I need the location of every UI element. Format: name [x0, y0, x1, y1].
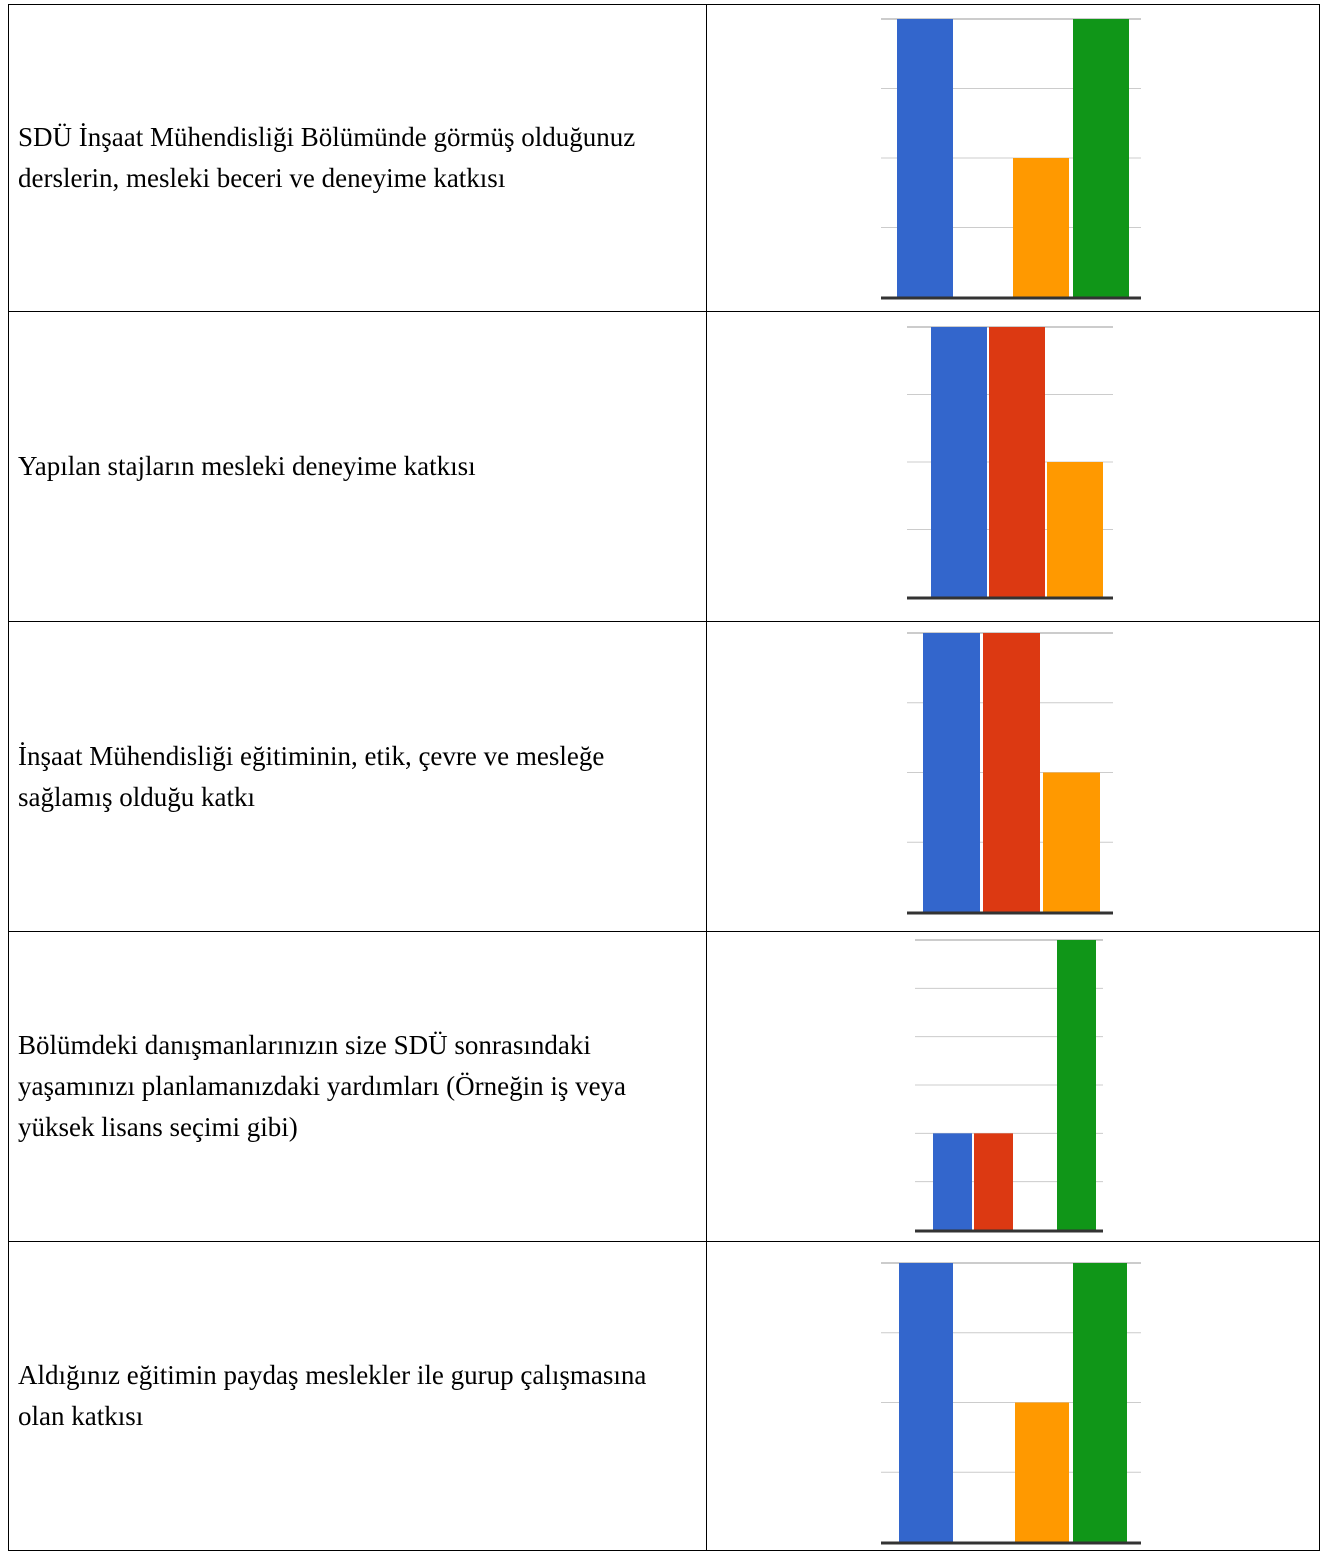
table-row: Yapılan stajların mesleki deneyime katkı… [8, 311, 1321, 622]
question-cell: SDÜ İnşaat Mühendisliği Bölümünde görmüş… [8, 4, 707, 312]
bar-chart [906, 632, 1113, 915]
table-row: Bölümdeki danışmanlarınızın size SDÜ son… [8, 931, 1321, 1242]
bar [982, 633, 1040, 912]
bar [1072, 19, 1129, 297]
bar [1014, 1402, 1069, 1542]
bar-chart [906, 326, 1113, 600]
bar [922, 633, 980, 912]
bar [930, 327, 987, 597]
bar [932, 1133, 972, 1230]
bar-chart [880, 1262, 1141, 1545]
bar [1042, 772, 1100, 912]
question-cell: Bölümdeki danışmanlarınızın size SDÜ son… [8, 931, 707, 1242]
bar-chart [880, 18, 1141, 300]
bar [898, 1263, 953, 1542]
table-row: SDÜ İnşaat Mühendisliği Bölümünde görmüş… [8, 4, 1321, 312]
question-label: Bölümdeki danışmanlarınızın size SDÜ son… [18, 1030, 627, 1142]
bar [896, 19, 953, 297]
chart-cell [705, 931, 1321, 1242]
question-label: İnşaat Mühendisliği eğitiminin, etik, çe… [18, 740, 605, 812]
bar [988, 327, 1045, 597]
survey-table: SDÜ İnşaat Mühendisliği Bölümünde görmüş… [8, 4, 1321, 1551]
chart-cell [705, 1241, 1321, 1551]
question-cell: Yapılan stajların mesleki deneyime katkı… [8, 311, 707, 622]
bar [1046, 462, 1103, 597]
bar [1012, 158, 1069, 297]
question-cell: Aldığınız eğitimin paydaş meslekler ile … [8, 1241, 707, 1551]
table-row: İnşaat Mühendisliği eğitiminin, etik, çe… [8, 621, 1321, 932]
question-label: SDÜ İnşaat Mühendisliği Bölümünde görmüş… [18, 122, 636, 193]
table-row: Aldığınız eğitimin paydaş meslekler ile … [8, 1241, 1321, 1551]
chart-cell [705, 311, 1321, 622]
bar [973, 1133, 1013, 1230]
bar [1056, 940, 1096, 1230]
bar-chart [914, 939, 1103, 1233]
chart-cell [705, 4, 1321, 312]
bar [1072, 1263, 1127, 1542]
question-label: Aldığınız eğitimin paydaş meslekler ile … [18, 1360, 647, 1431]
question-cell: İnşaat Mühendisliği eğitiminin, etik, çe… [8, 621, 707, 932]
chart-cell [705, 621, 1321, 932]
question-label: Yapılan stajların mesleki deneyime katkı… [18, 451, 476, 481]
